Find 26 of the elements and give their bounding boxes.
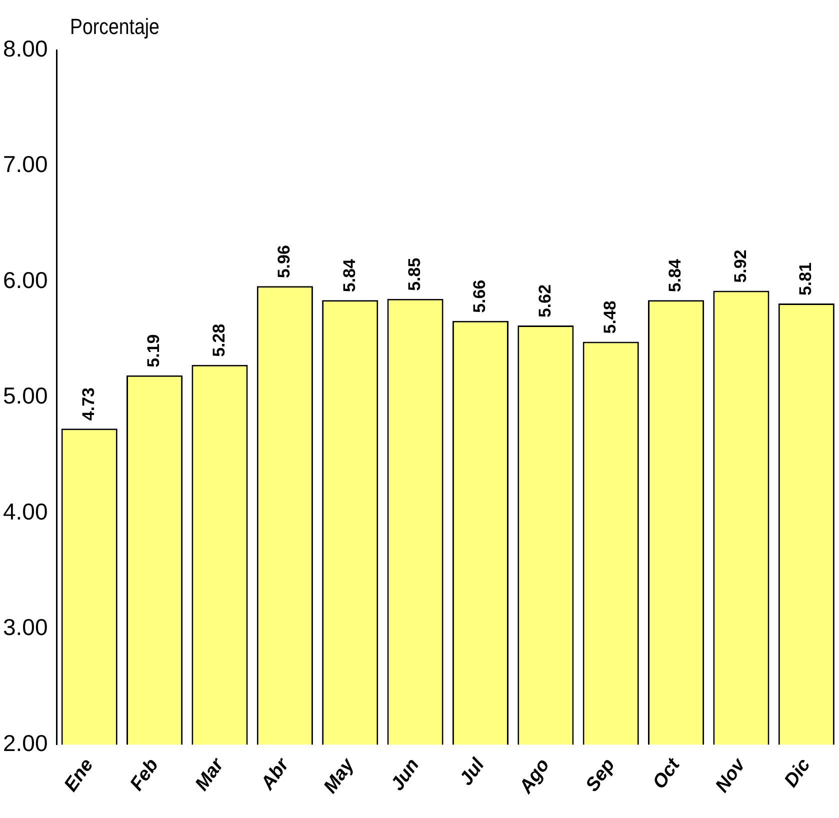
y-axis-title: Porcentaje <box>70 14 160 40</box>
data-label: 5.96 <box>274 245 294 278</box>
x-tick-label: Jul <box>456 754 490 790</box>
data-label: 5.92 <box>730 250 750 283</box>
data-label: 5.85 <box>404 258 424 291</box>
x-tick-label: Jun <box>387 755 424 795</box>
data-label: 5.28 <box>209 324 228 357</box>
y-tick-label: 8.00 <box>3 35 48 62</box>
data-label: 5.84 <box>666 258 685 292</box>
y-tick-label: 3.00 <box>3 614 48 640</box>
y-tick-label: 2.00 <box>3 730 48 756</box>
data-label: 5.81 <box>796 262 816 296</box>
x-tick-label: Dic <box>780 754 816 792</box>
y-tick-label: 4.00 <box>3 498 48 524</box>
data-label: 5.62 <box>535 284 554 318</box>
data-label: 5.48 <box>600 300 620 334</box>
x-tick-label: Sep <box>582 755 620 796</box>
y-tick-label: 6.00 <box>3 266 48 293</box>
data-label: 5.66 <box>470 280 490 313</box>
x-tick-label: Feb <box>126 754 164 795</box>
y-tick-label: 7.00 <box>3 151 48 178</box>
y-tick-label: 5.00 <box>3 382 48 409</box>
data-label: 5.19 <box>144 334 164 368</box>
x-tick-label: Oct <box>649 754 685 794</box>
data-label: 5.84 <box>340 258 359 292</box>
data-label: 4.73 <box>79 387 98 421</box>
